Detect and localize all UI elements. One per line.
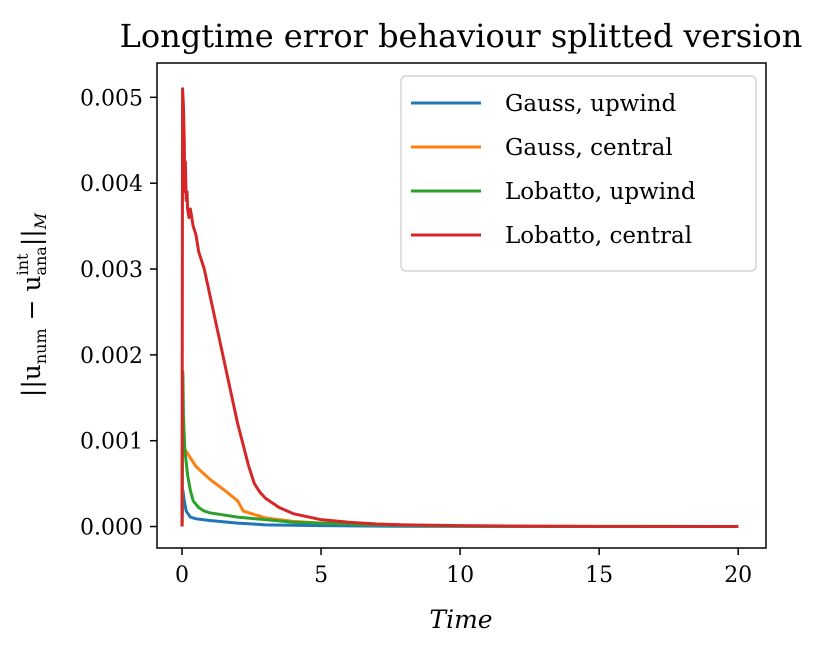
y-label-minus: − u (17, 275, 46, 328)
y-label-norm-sub: M (31, 212, 50, 230)
series-layer (180, 87, 739, 529)
x-tick-label: 15 (585, 563, 613, 588)
y-axis-label: ||unum − uintana||M (13, 212, 50, 397)
legend-box (400, 75, 757, 272)
y-label-bars-close: || (17, 229, 47, 246)
plot-frame (156, 62, 767, 549)
legend-label-gauss-central: Gauss, central (505, 135, 673, 161)
legend-label-lobatto-central: Lobatto, central (505, 223, 692, 249)
y-tick-label: 0.002 (80, 344, 143, 369)
y-label-ana-sub: ana (31, 246, 50, 276)
x-tick-label: 5 (314, 563, 328, 588)
x-axis-label: Time (429, 605, 492, 634)
y-tick-label: 0.004 (80, 172, 143, 197)
y-axis: 0.000 0.001 0.002 0.003 0.004 0.005 (80, 86, 157, 541)
series-line-lobatto-central (180, 87, 739, 529)
x-axis: 0 5 10 15 20 (175, 548, 752, 588)
legend-label-lobatto-upwind: Lobatto, upwind (505, 179, 696, 205)
legend-label-gauss-upwind: Gauss, upwind (505, 91, 677, 117)
y-tick-label: 0.005 (80, 86, 143, 111)
chart-title: Longtime error behaviour splitted versio… (120, 17, 803, 55)
y-label-int-sup: int (13, 253, 32, 275)
y-label-bars-open: ||u (17, 364, 47, 397)
y-tick-label: 0.001 (80, 430, 143, 455)
x-tick-label: 0 (175, 563, 189, 588)
y-label-num-sub: num (31, 328, 50, 364)
y-tick-label: 0.003 (80, 258, 143, 283)
y-tick-label: 0.000 (80, 516, 143, 541)
plot-area (156, 62, 767, 549)
series-line-gauss-central (180, 404, 739, 529)
series-line-lobatto-upwind (180, 370, 739, 529)
legend: Gauss, upwind Gauss, central Lobatto, upwi… (400, 75, 757, 272)
x-tick-label: 10 (446, 563, 474, 588)
legend-items: Gauss, upwind Gauss, central Lobatto, upwi… (411, 91, 696, 249)
x-tick-label: 20 (724, 563, 752, 588)
